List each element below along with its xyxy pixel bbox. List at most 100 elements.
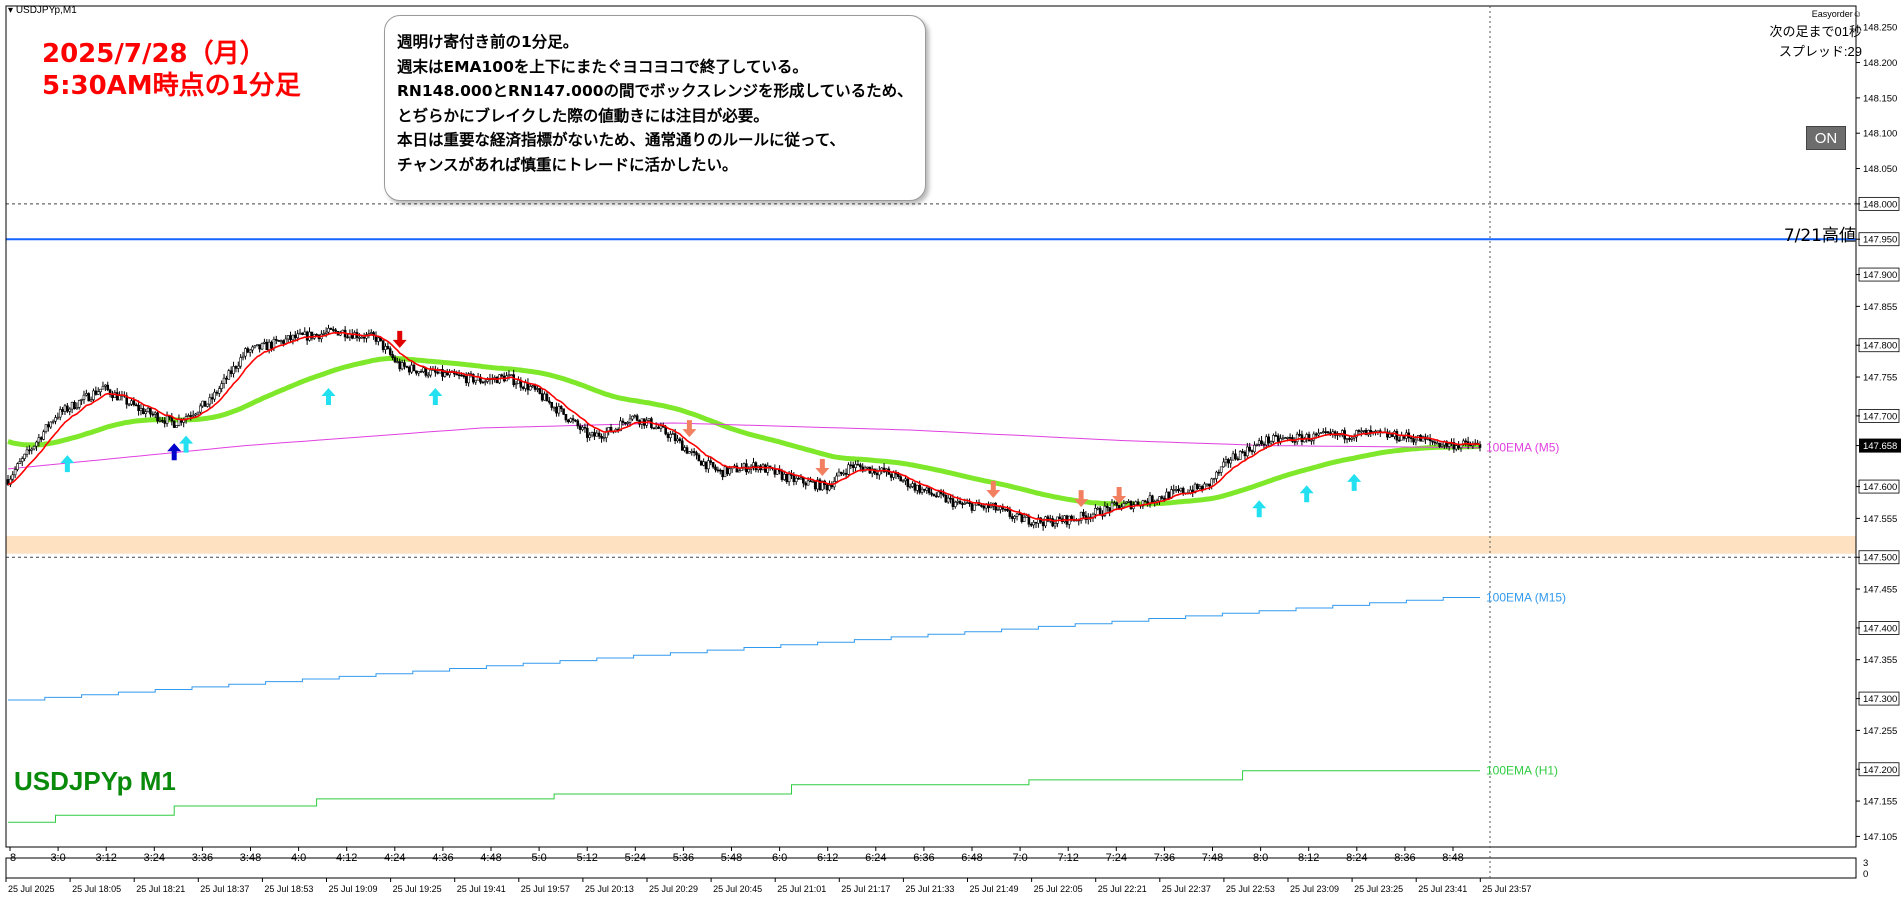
candle-bull	[70, 401, 74, 410]
annotation-line: 週明け寄付き前の1分足。	[397, 33, 579, 51]
candle-bull	[1231, 453, 1235, 461]
price-tick-label: 147.400	[1863, 623, 1897, 634]
time-tick-label: 3:12	[95, 852, 116, 864]
candle-bull	[236, 365, 240, 369]
candle-bull	[1053, 523, 1057, 527]
candle-bear	[664, 426, 667, 435]
candle-bull	[23, 453, 26, 459]
high-line-label: 7/21高値	[1783, 226, 1856, 246]
date-tick-label: 25 Jul 22:05	[1034, 884, 1083, 894]
candle-bear	[521, 386, 525, 389]
candle-bear	[597, 432, 601, 437]
candle-bull	[429, 369, 432, 376]
candle-bear	[652, 427, 656, 430]
candle-bear	[859, 464, 862, 468]
candle-bear	[315, 334, 318, 336]
candle-bull	[474, 379, 478, 383]
candle-bear	[151, 413, 155, 416]
candle-bear	[1167, 491, 1171, 499]
candle-bear	[813, 481, 817, 490]
candle-bear	[942, 493, 945, 496]
candle-bear	[386, 346, 390, 349]
price-tick-label: 147.950	[1863, 235, 1897, 246]
candle-bull	[737, 470, 741, 473]
candle-bull	[196, 411, 200, 415]
candle-bull	[1295, 433, 1299, 443]
candle-bear	[1151, 495, 1154, 503]
annotation-line: RN148.000とRN147.000の間でボックスレンジを形成しているため、	[397, 82, 913, 100]
candle-bear	[1433, 441, 1437, 444]
candle-bear	[559, 406, 563, 410]
price-tick-label: 147.455	[1863, 585, 1897, 596]
sell-arrow-icon	[1112, 486, 1127, 504]
candle-bear	[958, 500, 962, 504]
candle-bear	[1070, 515, 1073, 520]
candle-bear	[1248, 446, 1252, 451]
candle-bull	[443, 372, 447, 377]
candle-bear	[462, 375, 466, 377]
candle-bear	[1464, 440, 1468, 443]
candle-bull	[82, 394, 86, 400]
candle-bear	[1010, 516, 1014, 519]
candle-bear	[47, 424, 50, 428]
time-tick-label: 7:0	[1012, 852, 1027, 864]
candle-bear	[930, 492, 933, 495]
candle-bull	[954, 501, 957, 507]
candle-bull	[999, 506, 1002, 510]
candle-bull	[1281, 437, 1285, 440]
date-tick-label: 25 Jul 20:29	[649, 884, 698, 894]
date-tick-label: 25 Jul 19:09	[329, 884, 378, 894]
candle-bull	[1079, 511, 1083, 521]
candle-bear	[132, 400, 136, 406]
sell-arrow-icon	[815, 458, 830, 476]
candle-bull	[1179, 487, 1183, 492]
candle-bull	[1134, 501, 1138, 505]
candle-bull	[1284, 437, 1287, 439]
date-tick-label: 25 Jul 18:53	[264, 884, 313, 894]
candle-bull	[543, 393, 546, 401]
candle-bull	[707, 460, 710, 470]
candle-bear	[274, 339, 278, 341]
candle-bull	[37, 437, 41, 443]
chart-symbol-tag[interactable]: ▾ USDJPYp,M1	[8, 5, 77, 16]
candle-bull	[1362, 429, 1365, 432]
price-tick-label: 147.105	[1863, 832, 1897, 843]
candle-bear	[1058, 516, 1062, 520]
candle-bear	[709, 460, 713, 463]
candle-bull	[353, 332, 356, 339]
candle-bear	[923, 488, 926, 491]
candle-bear	[393, 357, 397, 363]
ea-on-button[interactable]: ON	[1806, 126, 1846, 150]
candle-bull	[146, 407, 150, 412]
candle-bear	[210, 397, 214, 400]
price-tick-label: 147.855	[1863, 302, 1897, 313]
candle-bear	[754, 462, 758, 471]
candle-bear	[856, 463, 860, 466]
subwindow-tick-label: 3	[1863, 858, 1868, 869]
date-tick-label: 25 Jul 22:53	[1226, 884, 1275, 894]
price-tick-box	[1858, 408, 1900, 423]
candle-bear	[1293, 441, 1297, 443]
candle-bull	[360, 336, 364, 339]
price-tick-box	[1858, 550, 1900, 565]
candle-bull	[253, 345, 257, 348]
candle-bull	[524, 382, 527, 389]
candle-bear	[538, 388, 542, 394]
candle-bull	[42, 431, 45, 440]
candle-bear	[189, 415, 193, 417]
price-tick-box	[1858, 691, 1900, 706]
price-tick-box	[1858, 232, 1900, 247]
candle-bear	[1364, 429, 1368, 436]
candle-bear	[571, 418, 575, 421]
candle-bear	[293, 334, 297, 339]
candle-bull	[206, 403, 209, 407]
date-tick-label: 25 Jul 19:57	[521, 884, 570, 894]
candle-bull	[647, 418, 651, 421]
candle-bull	[854, 463, 857, 468]
candle-bear	[714, 466, 717, 471]
candle-bear	[415, 370, 418, 374]
candle-bull	[752, 462, 755, 467]
candle-bear	[1234, 453, 1237, 460]
candle-bull	[75, 407, 79, 410]
